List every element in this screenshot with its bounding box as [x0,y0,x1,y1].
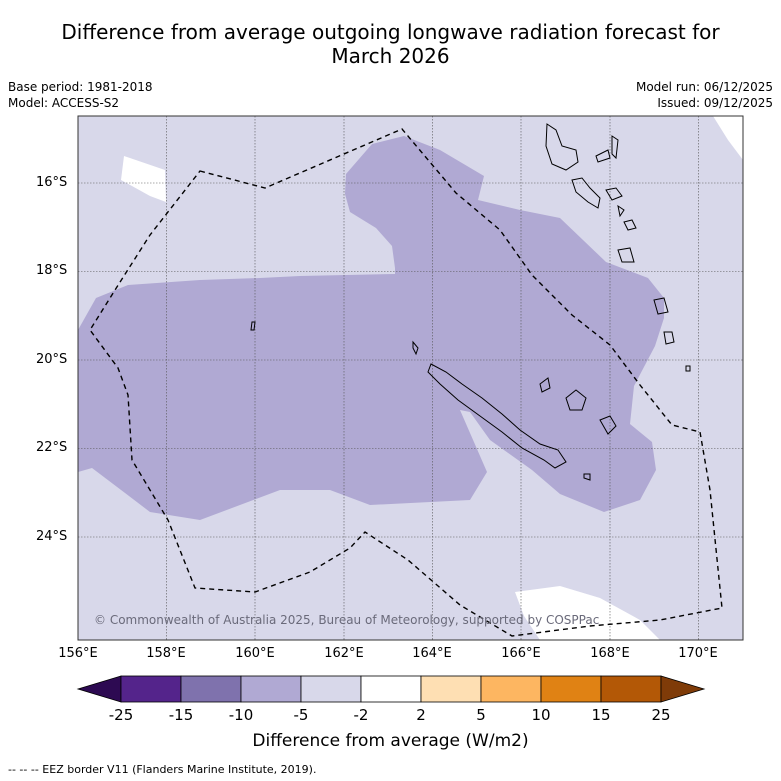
colorbar-tick: -2 [353,706,369,724]
model-name: Model: ACCESS-S2 [8,96,120,110]
colorbar [76,675,706,703]
colorbar-extend-high [660,675,706,703]
landmass-malakula [571,177,601,209]
colorbar-tick: -10 [228,706,254,724]
colorbar-label: Difference from average (W/m2) [252,731,529,751]
lon-label: 160°E [235,646,275,661]
lon-label: 166°E [501,646,541,661]
colorbar-bin-8 [540,675,602,703]
lat-label: 18°S [36,263,68,278]
landmass-matthew [685,365,691,372]
colorbar-bin-1 [120,675,182,703]
colorbar-tick: -15 [168,706,194,724]
landmass-belep [412,340,419,356]
lat-label: 22°S [36,440,68,455]
landmass-maewo [611,135,619,160]
landmass-epi [617,204,625,218]
landmass-efate [623,219,637,231]
colorbar-bin-3 [240,675,302,703]
landmass-new-caledonia [427,363,567,469]
base-period: Base period: 1981-2018 [8,80,153,94]
model-run: Model run: 06/12/2025 [635,80,773,94]
chart-title-line2: March 2026 [331,44,450,68]
lon-label: 158°E [146,646,186,661]
landmass-loyalty-lifou [565,389,587,411]
anomaly-region-neutral-south [515,586,660,640]
colorbar-bin-9 [600,675,662,703]
lat-label: 24°S [36,529,68,544]
landmass-tanna [653,297,669,315]
landmass-erromango [617,247,635,263]
lon-label: 164°E [412,646,452,661]
anomaly-region-medium [78,136,664,520]
landmass-loyalty-ouvea [539,377,551,393]
landmass-chesterfield [250,321,256,331]
eez-border [89,128,723,637]
colorbar-bin-7 [480,675,542,703]
colorbar-tick: 5 [476,706,486,724]
graticule [78,116,743,640]
colorbar-tick: 10 [531,706,551,724]
lat-label: 16°S [36,175,68,190]
lon-label: 162°E [324,646,364,661]
lon-label: 168°E [590,646,630,661]
colorbar-bin-4 [300,675,362,703]
lat-label: 20°S [36,352,68,367]
chart-title-line1: Difference from average outgoing longwav… [61,20,720,44]
colorbar-tick: -25 [108,706,134,724]
lon-label: 156°E [58,646,98,661]
colorbar-tick: 2 [416,706,426,724]
copyright-notice: © Commonwealth of Australia 2025, Bureau… [94,613,600,627]
landmass-aneityum [663,331,675,345]
colorbar-tick: -5 [293,706,309,724]
landmass-pentecost [595,149,611,163]
landmass-loyalty-mare [599,415,617,435]
landmass-isle-of-pines [583,473,591,481]
colorbar-tick: 25 [651,706,671,724]
colorbar-extend-low [76,675,122,703]
anomaly-region-neutral-northeast [713,116,743,160]
landmass-espiritu-santo [545,123,579,171]
lon-label: 170°E [678,646,718,661]
colorbar-tick: 15 [591,706,611,724]
landmass-ambrym [605,187,623,201]
colorbar-bin-6 [420,675,482,703]
eez-legend: -- -- -- EEZ border V11 (Flanders Marine… [8,763,317,776]
issued-date: Issued: 09/12/2025 [657,96,773,110]
colorbar-bin-2 [180,675,242,703]
map-frame [77,115,744,641]
anomaly-region-neutral-west [121,156,166,202]
colorbar-bin-5 [360,675,422,703]
